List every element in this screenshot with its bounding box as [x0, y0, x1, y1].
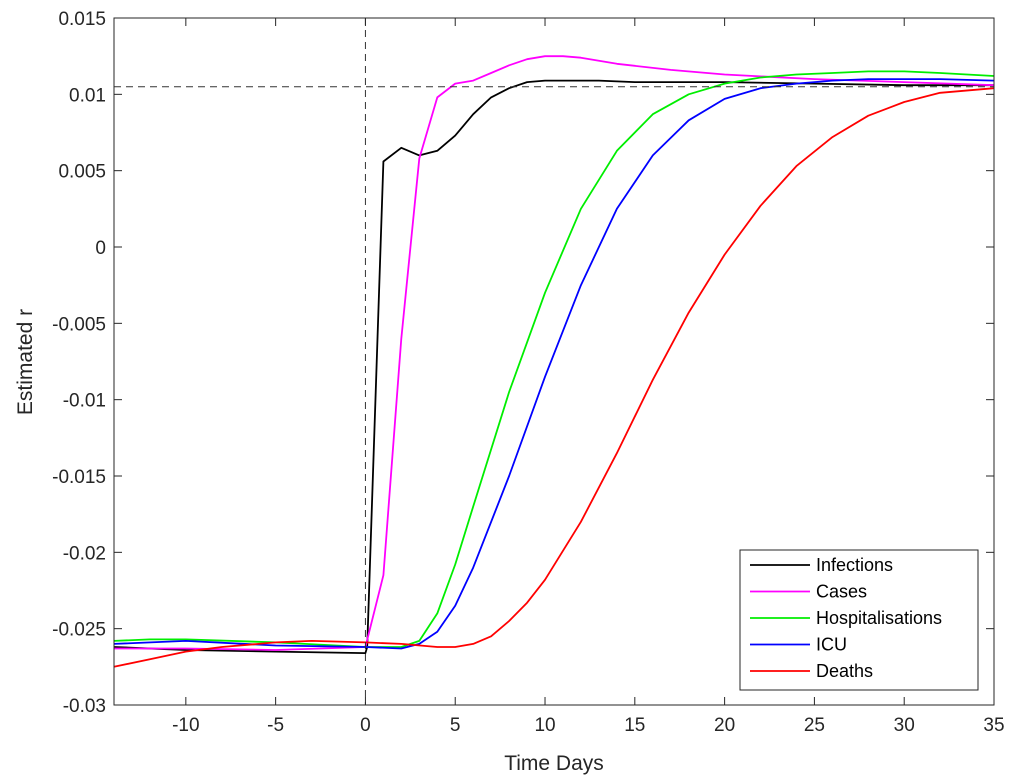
x-tick-label: 5 [450, 715, 461, 736]
series-line-cases [114, 55, 995, 651]
x-tick-label: -5 [267, 715, 284, 736]
series-line-infections [113, 79, 994, 654]
y-tick-label: 0.015 [58, 9, 106, 30]
y-tick-label: 0 [95, 238, 106, 259]
x-axis-title: Time Days [504, 752, 604, 775]
y-tick-label: -0.015 [52, 467, 106, 488]
legend-label: ICU [816, 635, 847, 655]
legend-label: Deaths [816, 661, 873, 681]
series-line-icu [113, 78, 995, 650]
y-tick-label: 0.005 [58, 162, 106, 183]
x-tick-label: 30 [894, 715, 915, 736]
legend-label: Infections [816, 555, 893, 575]
x-tick-label: 25 [804, 715, 825, 736]
y-tick-label: 0.01 [69, 85, 106, 106]
reference-lines [114, 18, 994, 705]
series-line-deaths [113, 87, 995, 668]
x-tick-label: -10 [172, 715, 199, 736]
y-tick-label: -0.005 [52, 314, 106, 335]
y-axis-title: Estimated r [14, 309, 37, 415]
legend: Infections Cases Hospitalisations ICU Deaths [739, 549, 979, 691]
y-tick-label: -0.01 [63, 391, 106, 412]
y-tick-label: -0.03 [63, 696, 106, 717]
x-tick-label: 20 [714, 715, 735, 736]
legend-label: Hospitalisations [816, 608, 942, 628]
x-tick-label: 15 [624, 715, 645, 736]
legend-box [739, 549, 979, 691]
x-tick-label: 35 [983, 715, 1004, 736]
ticks: -10 -5 0 5 10 15 20 25 30 35 -0.03 -0.025 -0.02 -0.01… [52, 9, 1004, 736]
x-tick-label: 10 [534, 715, 555, 736]
y-tick-label: -0.025 [52, 620, 106, 641]
series-layer [113, 55, 995, 668]
y-tick-label: -0.02 [63, 543, 106, 564]
plot-frame [113, 17, 995, 706]
x-tick-label: 0 [360, 715, 371, 736]
legend-label: Cases [816, 582, 867, 602]
